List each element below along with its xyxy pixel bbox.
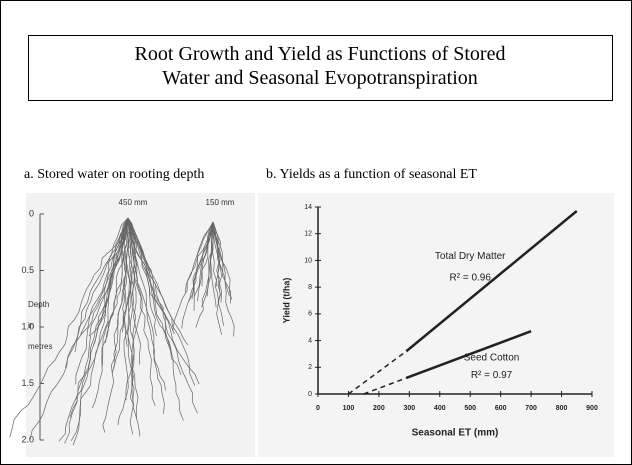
- root: [127, 217, 141, 437]
- x-tick-label: 700: [525, 405, 537, 412]
- y-tick-label: 12: [304, 231, 312, 238]
- column-label: 150 mm: [206, 198, 235, 207]
- root: [70, 217, 129, 441]
- root: [127, 217, 166, 391]
- root: [191, 221, 214, 300]
- series-annotation: R² = 0.96: [450, 272, 492, 283]
- y-tick-label: 0: [308, 391, 312, 398]
- root: [211, 221, 217, 287]
- root: [69, 217, 129, 418]
- root: [127, 217, 173, 355]
- root: [210, 221, 217, 308]
- root: [74, 217, 129, 352]
- x-tick-label: 0: [316, 405, 320, 412]
- root: [65, 217, 129, 368]
- x-tick-label: 800: [556, 405, 568, 412]
- root: [127, 217, 156, 406]
- depth-label: Depth: [28, 300, 49, 309]
- roots: 0 0.5 1.0 1.5 2.0 Depth in metres 450 mm 150 mm: [9, 198, 235, 446]
- y-tick-label: 4: [308, 337, 312, 344]
- root: [172, 221, 214, 331]
- title-box: [28, 35, 613, 101]
- y-tick-label: 2: [308, 364, 312, 371]
- series-annotation: R² = 0.97: [471, 370, 513, 381]
- root-figure: [26, 193, 255, 457]
- root: [9, 217, 129, 438]
- root: [127, 217, 184, 421]
- x-tick-label: 900: [586, 405, 598, 412]
- y-tick-label: 10: [304, 257, 312, 264]
- root: [212, 221, 221, 304]
- depth-label: in: [28, 321, 34, 330]
- root: [127, 217, 200, 385]
- depth-tick-label: 1.0: [21, 321, 34, 331]
- root: [122, 217, 129, 347]
- x-tick-label: 600: [495, 405, 507, 412]
- root: [127, 217, 143, 419]
- depth-tick-label: 0: [29, 208, 34, 218]
- root: [126, 217, 165, 414]
- root: [105, 217, 129, 343]
- extrapolation-line: [347, 350, 407, 395]
- depth-label: metres: [28, 342, 52, 351]
- title: Root Growth and Yield as Functions of St…: [135, 43, 506, 89]
- depth-tick-label: 1.5: [21, 378, 34, 388]
- column-label: 450 mm: [119, 198, 148, 207]
- root: [212, 221, 224, 326]
- root: [201, 221, 215, 308]
- y-tick-label: 6: [308, 311, 312, 318]
- root: [102, 217, 129, 433]
- root: [212, 221, 235, 337]
- series-line: [405, 210, 578, 353]
- root: [127, 217, 198, 414]
- chart: 0 2 4 6 8 10 12 14 0 100 200 300 400 500 600 700 800 900 S…: [281, 204, 598, 439]
- series-label: Total Dry Matter: [435, 251, 506, 262]
- root: [201, 221, 214, 287]
- y-tick-label: 14: [304, 204, 312, 211]
- x-tick-label: 300: [403, 405, 415, 412]
- x-axis-label: Seasonal ET (mm): [412, 428, 499, 439]
- x-tick-label: 100: [343, 405, 355, 412]
- series-line: [405, 330, 532, 380]
- root: [193, 221, 214, 297]
- x-tick-label: 500: [464, 405, 476, 412]
- caption-left: a. Stored water on rooting depth: [24, 167, 204, 182]
- series-label: Seed Cotton: [464, 353, 520, 364]
- root: [127, 217, 157, 337]
- root: [212, 221, 232, 304]
- root: [75, 217, 129, 385]
- caption-right: b. Yields as a function of seasonal ET: [266, 167, 477, 182]
- depth-tick-label: 2.0: [21, 434, 34, 444]
- x-tick-label: 200: [373, 405, 385, 412]
- depth-tick-label: 0.5: [21, 265, 34, 275]
- extrapolation-line: [363, 377, 407, 395]
- y-tick-label: 8: [308, 284, 312, 291]
- root: [58, 217, 129, 442]
- x-tick-label: 400: [434, 405, 446, 412]
- y-axis-label: Yield (t/ha): [281, 278, 291, 324]
- root: [127, 217, 134, 435]
- root: [127, 217, 141, 365]
